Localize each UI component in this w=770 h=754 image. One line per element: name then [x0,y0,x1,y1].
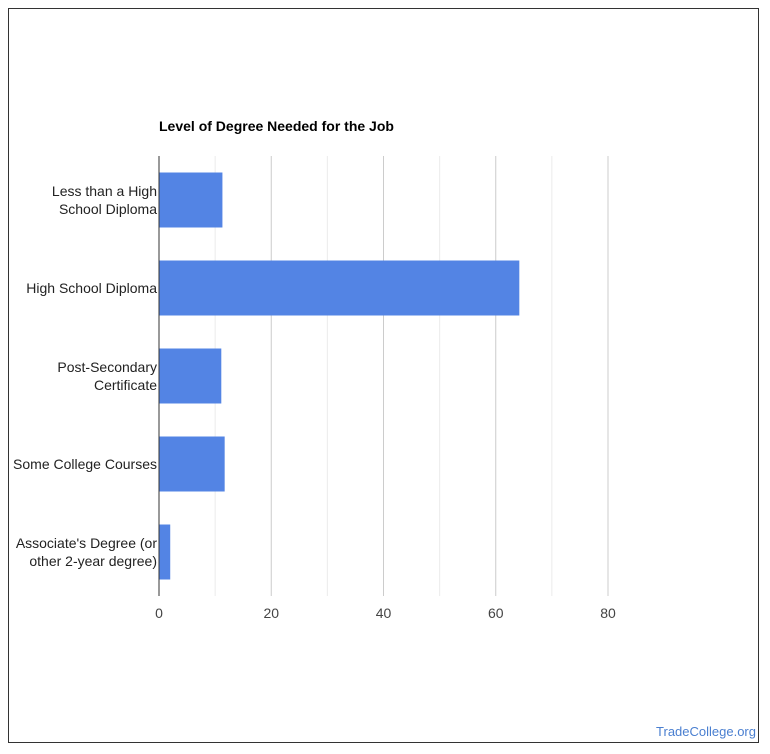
x-tick-label: 60 [488,605,504,621]
category-label: Associate's Degree (or other 2-year degr… [15,535,157,569]
source-link[interactable]: TradeCollege.org [656,724,756,739]
x-tick-label: 0 [155,605,163,621]
x-tick-label: 20 [263,605,279,621]
bar[interactable] [159,348,222,404]
bar[interactable] [159,260,520,316]
x-tick-label: 80 [600,605,616,621]
bar[interactable] [159,436,225,492]
chart-title: Level of Degree Needed for the Job [159,118,394,134]
category-label: Some College Courses [13,456,157,472]
category-label: High School Diploma [26,280,157,296]
bar[interactable] [159,172,223,228]
bar[interactable] [159,524,171,580]
category-label: Less than a High School Diploma [51,183,157,217]
category-label: Post-Secondary Certificate [57,359,157,393]
x-tick-label: 40 [376,605,392,621]
